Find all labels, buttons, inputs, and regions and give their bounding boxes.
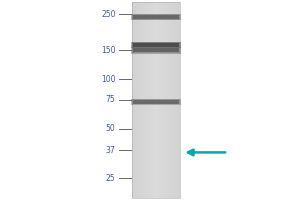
Bar xyxy=(144,2,145,198)
Bar xyxy=(156,2,157,198)
Bar xyxy=(133,48,179,52)
Bar xyxy=(163,2,164,198)
Bar xyxy=(165,2,166,198)
Bar xyxy=(155,2,156,198)
Bar xyxy=(159,2,160,198)
Bar xyxy=(139,2,140,198)
Bar xyxy=(150,2,151,198)
Bar xyxy=(143,2,144,198)
Bar xyxy=(151,2,152,198)
Bar xyxy=(158,2,159,198)
Bar xyxy=(149,2,150,198)
Bar xyxy=(132,14,180,20)
Bar xyxy=(133,100,179,104)
Bar xyxy=(152,2,153,198)
Bar xyxy=(132,99,180,104)
Bar xyxy=(131,47,181,54)
Bar xyxy=(162,2,163,198)
Bar xyxy=(140,2,141,198)
Text: 37: 37 xyxy=(106,146,116,155)
Bar xyxy=(164,2,165,198)
Bar xyxy=(169,2,170,198)
Bar xyxy=(153,2,154,198)
Text: 50: 50 xyxy=(106,124,116,133)
Bar xyxy=(131,14,181,20)
Text: 250: 250 xyxy=(101,10,116,19)
Bar xyxy=(132,2,180,198)
Bar xyxy=(160,2,161,198)
Bar xyxy=(179,2,180,198)
Bar xyxy=(174,2,175,198)
Bar xyxy=(167,2,168,198)
Bar xyxy=(168,2,169,198)
Bar xyxy=(132,48,180,53)
Bar xyxy=(177,2,178,198)
Bar xyxy=(147,2,148,198)
Bar xyxy=(154,2,155,198)
Bar xyxy=(172,2,173,198)
Bar xyxy=(148,2,149,198)
Bar xyxy=(131,42,181,48)
Bar xyxy=(175,2,176,198)
Bar xyxy=(173,2,174,198)
Bar xyxy=(178,2,179,198)
Bar xyxy=(142,2,143,198)
Bar xyxy=(132,2,133,198)
Bar xyxy=(170,2,171,198)
Bar xyxy=(136,2,137,198)
Bar xyxy=(171,2,172,198)
Bar xyxy=(157,2,158,198)
Bar xyxy=(161,2,162,198)
Bar xyxy=(131,99,181,105)
Bar xyxy=(176,2,177,198)
Text: 25: 25 xyxy=(106,174,116,183)
Bar xyxy=(133,15,179,19)
Bar xyxy=(166,2,167,198)
Text: 75: 75 xyxy=(106,95,116,104)
Text: 100: 100 xyxy=(101,75,116,84)
Bar xyxy=(132,42,180,48)
Text: 150: 150 xyxy=(101,46,116,55)
Bar xyxy=(146,2,147,198)
Bar xyxy=(133,2,134,198)
Bar xyxy=(138,2,139,198)
Bar xyxy=(145,2,146,198)
Bar xyxy=(134,2,135,198)
Bar xyxy=(141,2,142,198)
Bar xyxy=(135,2,136,198)
Bar xyxy=(137,2,138,198)
Bar xyxy=(133,43,179,47)
